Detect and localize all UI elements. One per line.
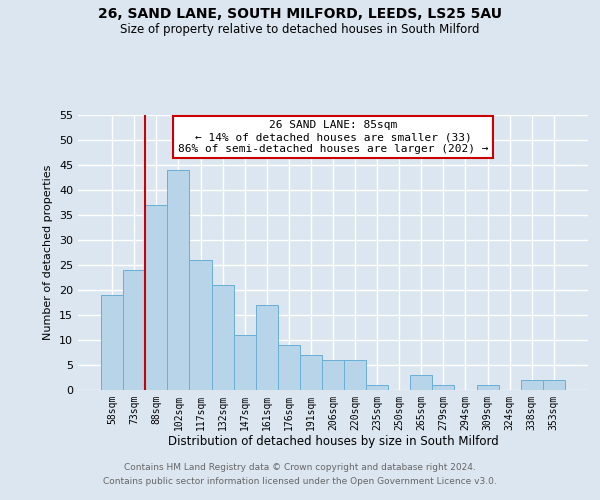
Bar [101,295,123,390]
Text: Contains HM Land Registry data © Crown copyright and database right 2024.: Contains HM Land Registry data © Crown c… [124,464,476,472]
Y-axis label: Number of detached properties: Number of detached properties [43,165,53,340]
Bar [300,355,322,390]
Bar [344,360,366,390]
Text: 26, SAND LANE, SOUTH MILFORD, LEEDS, LS25 5AU: 26, SAND LANE, SOUTH MILFORD, LEEDS, LS2… [98,8,502,22]
Bar [145,205,167,390]
Bar [167,170,190,390]
Bar [410,375,433,390]
Bar [190,260,212,390]
Text: Distribution of detached houses by size in South Milford: Distribution of detached houses by size … [167,435,499,448]
Bar [256,305,278,390]
Bar [212,285,233,390]
Bar [433,385,454,390]
Text: Size of property relative to detached houses in South Milford: Size of property relative to detached ho… [120,22,480,36]
Bar [521,380,543,390]
Bar [543,380,565,390]
Bar [322,360,344,390]
Text: Contains public sector information licensed under the Open Government Licence v3: Contains public sector information licen… [103,477,497,486]
Text: 26 SAND LANE: 85sqm
← 14% of detached houses are smaller (33)
86% of semi-detach: 26 SAND LANE: 85sqm ← 14% of detached ho… [178,120,488,154]
Bar [366,385,388,390]
Bar [123,270,145,390]
Bar [233,335,256,390]
Bar [278,345,300,390]
Bar [476,385,499,390]
